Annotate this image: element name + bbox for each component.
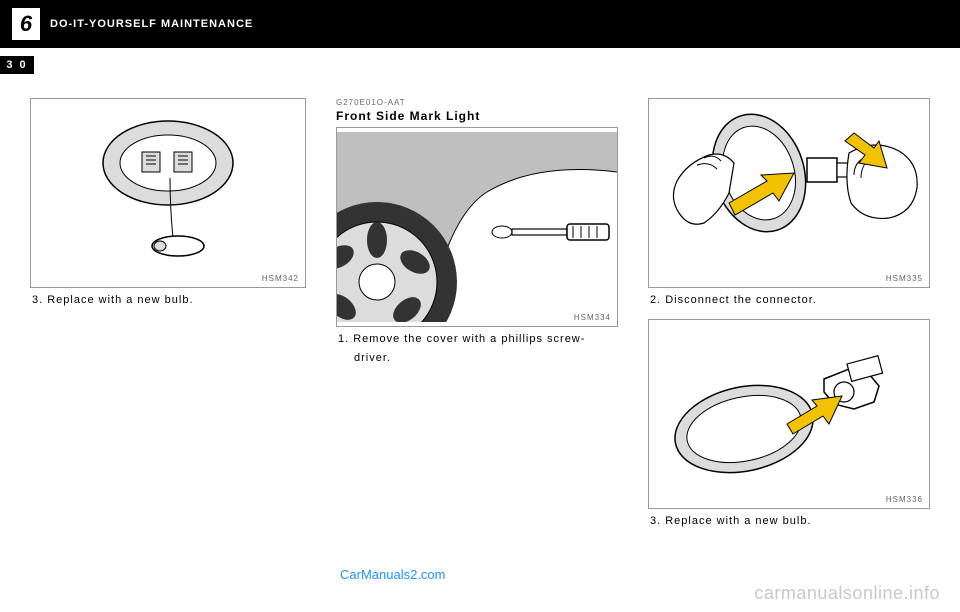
caption-step3: 3. Replace with a new bulb. <box>30 292 306 309</box>
caption-step3: 3. Replace with a new bulb. <box>648 513 930 530</box>
watermark-carmanuals2: CarManuals2.com <box>340 567 446 582</box>
watermark-carmanualsonline: carmanualsonline.info <box>754 583 940 604</box>
column-3: HSM335 2. Disconnect the connector. HSM3… <box>648 98 930 539</box>
section-title: Front Side Mark Light <box>336 109 618 123</box>
caption-step1-line2: driver. <box>336 350 618 367</box>
figure-label: HSM335 <box>886 274 923 283</box>
chapter-number: 6 <box>12 8 40 40</box>
figure-hsm342: HSM342 <box>30 98 306 288</box>
figure-label: HSM342 <box>262 274 299 283</box>
figure-hsm335: HSM335 <box>648 98 930 288</box>
figure-hsm334: HSM334 <box>336 127 618 327</box>
page-number: 3 0 <box>0 56 34 74</box>
column-2: G270E01O-AAT Front Side Mark Light <box>336 98 618 539</box>
caption-step2: 2. Disconnect the connector. <box>648 292 930 309</box>
figure-hsm336: HSM336 <box>648 319 930 509</box>
header-title: DO-IT-YOURSELF MAINTENANCE <box>50 18 253 30</box>
page-header: 6 DO-IT-YOURSELF MAINTENANCE <box>0 0 960 48</box>
figure-label: HSM334 <box>574 313 611 322</box>
caption-step1-line1: 1. Remove the cover with a phillips scre… <box>336 331 618 348</box>
content-area: HSM342 3. Replace with a new bulb. G270E… <box>0 74 960 539</box>
section-code: G270E01O-AAT <box>336 98 618 107</box>
column-1: HSM342 3. Replace with a new bulb. <box>30 98 306 539</box>
figure-label: HSM336 <box>886 495 923 504</box>
